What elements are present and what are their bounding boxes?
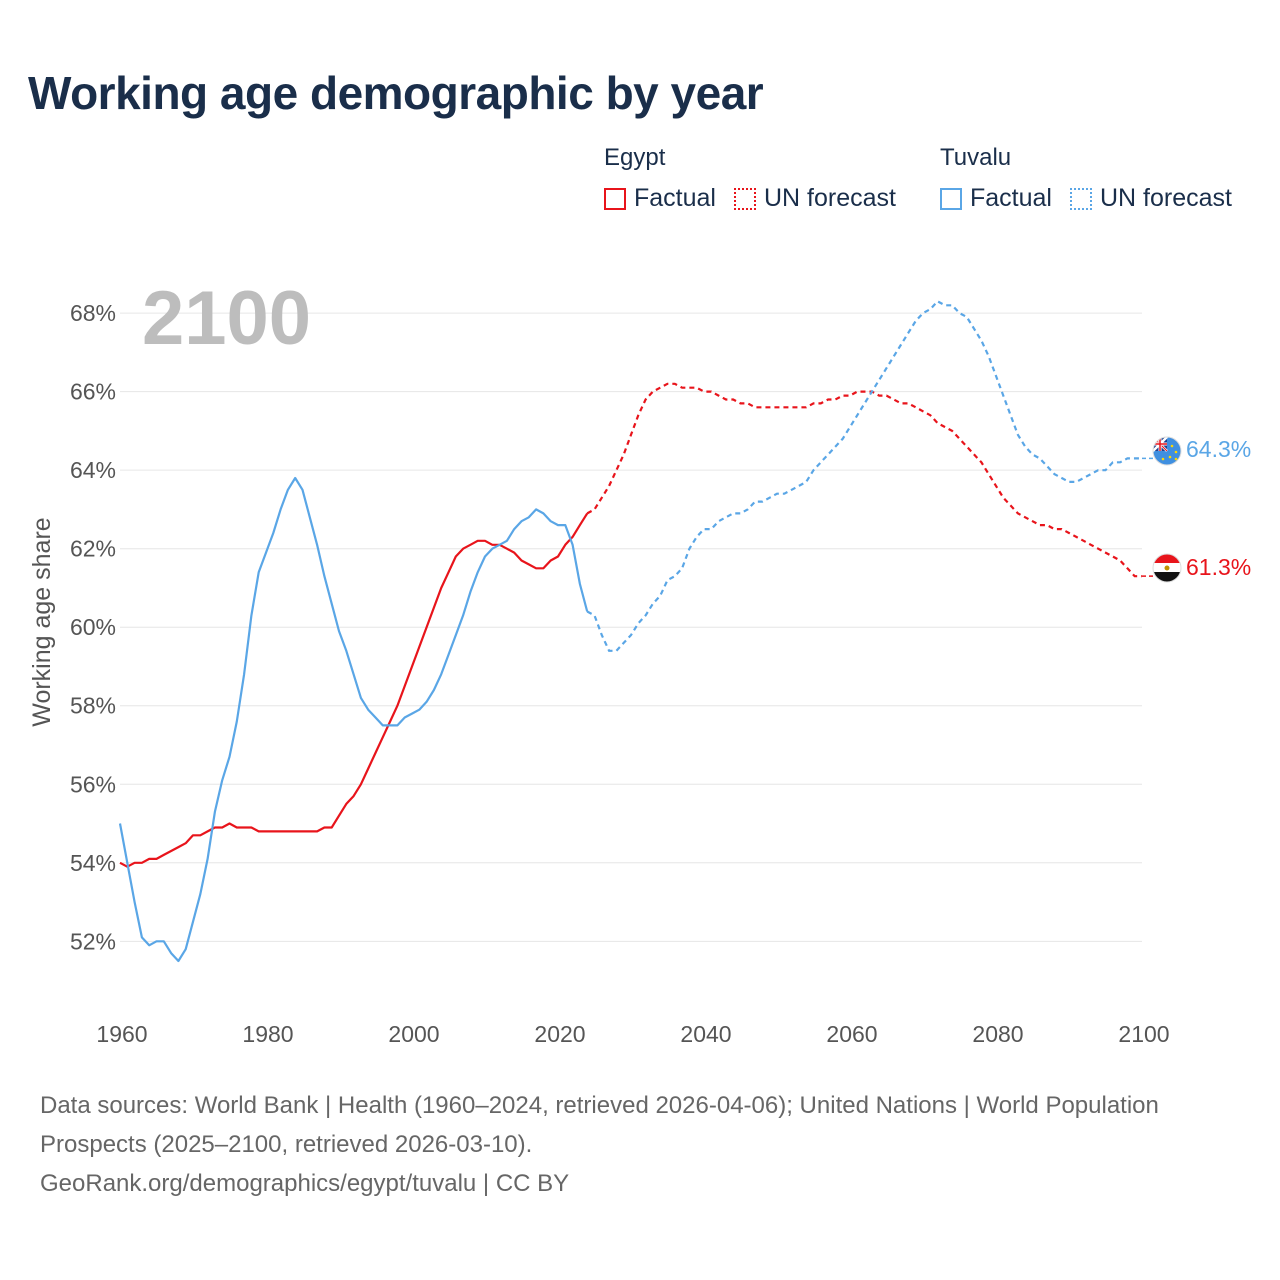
y-tick-label: 68% <box>70 300 116 326</box>
tuvalu-forecast-line <box>586 299 1142 652</box>
x-tick-label: 1980 <box>242 1021 293 1047</box>
x-tick-label: 2040 <box>680 1021 731 1047</box>
y-tick-label: 54% <box>70 850 116 876</box>
y-tick-label: 62% <box>70 536 116 562</box>
legend-swatch-solid <box>604 187 626 210</box>
tuvalu-flag-ring <box>1152 436 1182 466</box>
source-note: Data sources: World Bank | Health (1960–… <box>40 1086 1160 1203</box>
egypt-flag-ring <box>1152 553 1182 583</box>
legend-item-tuvalu-factual[interactable]: Factual <box>940 184 1052 213</box>
x-tick-label: 1960 <box>96 1021 147 1047</box>
line-chart: 52% 54% 56% 58% 60% 62% 64% 66% 68% 1960 1980 2000… <box>28 276 1251 1047</box>
legend-item-tuvalu-forecast[interactable]: UN forecast <box>1069 184 1232 213</box>
egypt-flag-icon <box>1153 554 1181 582</box>
tuvalu-factual-line <box>118 476 589 963</box>
legend-group-name: Egypt <box>604 144 666 171</box>
y-tick-label: 58% <box>70 693 116 719</box>
y-axis-label: Working age share <box>28 517 56 726</box>
egypt-factual-line <box>119 512 589 868</box>
legend-swatch-dotted <box>733 187 756 210</box>
legend-swatch-dotted <box>1069 187 1092 210</box>
y-tick-label: 52% <box>70 928 116 954</box>
legend-item-egypt-factual[interactable]: Factual <box>604 184 716 213</box>
y-tick-label: 64% <box>70 457 116 483</box>
x-tick-label: 2100 <box>1118 1021 1169 1047</box>
x-tick-label: 2020 <box>534 1021 585 1047</box>
source-line-1: Data sources: World Bank | Health (1960–… <box>40 1092 1159 1158</box>
legend-swatch-solid <box>940 187 962 210</box>
legend-group-egypt: Egypt Factual UN forecast <box>604 144 914 213</box>
year-overlay: 2100 <box>142 276 311 361</box>
legend-label: UN forecast <box>763 184 896 212</box>
source-line-2[interactable]: GeoRank.org/demographics/egypt/tuvalu | … <box>40 1170 570 1197</box>
y-tick-label: 56% <box>70 771 116 797</box>
y-tick-label: 66% <box>70 379 116 405</box>
legend-group-tuvalu: Tuvalu Factual UN forecast <box>940 144 1250 213</box>
legend-item-egypt-forecast[interactable]: UN forecast <box>733 184 896 213</box>
legend-group-name: Tuvalu <box>940 144 1012 171</box>
legend-label: Factual <box>634 184 716 212</box>
y-tick-label: 60% <box>70 614 116 640</box>
x-tick-label: 2060 <box>826 1021 877 1047</box>
legend-label: UN forecast <box>1099 184 1232 212</box>
tuvalu-end-label: 64.3% <box>1186 436 1251 462</box>
chart-title: Working age demographic by year <box>28 67 764 119</box>
egypt-forecast-line <box>586 382 1142 578</box>
x-tick-label: 2000 <box>388 1021 439 1047</box>
legend-label: Factual <box>970 184 1052 212</box>
x-tick-label: 2080 <box>972 1021 1023 1047</box>
egypt-end-label: 61.3% <box>1186 554 1251 580</box>
